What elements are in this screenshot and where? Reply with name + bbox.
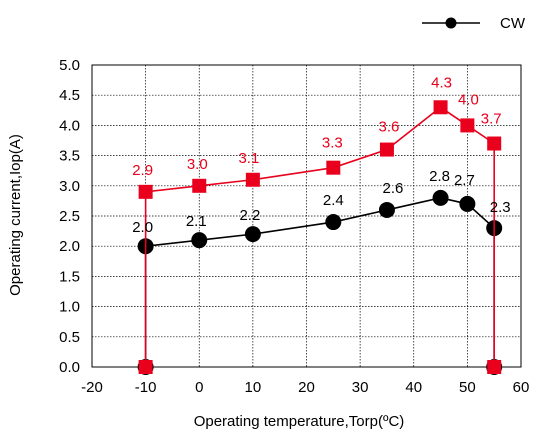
y-tick-label: 1.5 (59, 268, 80, 285)
y-tick-label: 3.0 (59, 178, 80, 195)
data-label: 3.3 (322, 135, 343, 152)
y-axis-ticks: 0.0 0.5 1.0 1.5 2.0 2.5 3.0 3.5 4.0 4.5 5.0 (59, 57, 80, 376)
data-label: 3.7 (481, 111, 502, 128)
data-point (487, 136, 502, 151)
data-point (245, 172, 260, 187)
x-axis-label: Operating temperature,Torp(ºC) (194, 413, 405, 430)
data-point (325, 214, 342, 231)
data-point (192, 178, 207, 193)
y-tick-label: 5.0 (59, 57, 80, 74)
plot-frame (91, 64, 522, 368)
data-point (326, 160, 341, 175)
data-point (433, 100, 448, 115)
data-label: 4.0 (458, 91, 479, 108)
series-group (137, 100, 503, 375)
data-label: 2.8 (429, 168, 450, 185)
data-labels: 2.0 2.1 2.2 2.4 2.6 2.8 2.7 2.3 2.9 3.0 3.1 3.3 3.6 4… (132, 74, 510, 236)
data-point (138, 184, 153, 199)
y-tick-label: 2.0 (59, 238, 80, 255)
x-tick-label: 20 (298, 379, 315, 396)
data-label: 2.1 (186, 213, 207, 230)
series-line-0 (144, 197, 495, 367)
y-tick-label: 3.5 (59, 148, 80, 165)
series-line-1 (144, 106, 495, 367)
data-label: 2.4 (323, 192, 344, 209)
y-tick-label: 0.5 (59, 329, 80, 346)
data-label: 2.0 (132, 219, 153, 236)
x-tick-label: 40 (405, 379, 422, 396)
y-axis-label: Operating current,Iop(A) (7, 134, 24, 296)
x-tick-label: 10 (245, 379, 262, 396)
x-tick-label: -20 (81, 379, 103, 396)
data-point (244, 226, 261, 243)
data-label: 3.6 (379, 119, 400, 136)
y-tick-label: 1.0 (59, 299, 80, 316)
legend: CW (422, 15, 526, 32)
x-tick-label: 60 (513, 379, 530, 396)
x-tick-label: 30 (352, 379, 369, 396)
grid-lines (92, 65, 521, 367)
x-tick-label: 0 (195, 379, 203, 396)
data-label: 2.6 (383, 180, 404, 197)
data-point (191, 232, 208, 249)
data-point (460, 118, 475, 133)
legend-marker-cw (445, 17, 457, 29)
data-label: 4.3 (431, 74, 452, 91)
y-tick-label: 4.5 (59, 87, 80, 104)
data-point (378, 201, 395, 218)
y-tick-label: 4.0 (59, 117, 80, 134)
data-label: 3.1 (238, 150, 259, 167)
data-label: 2.7 (454, 172, 475, 189)
data-label: 3.0 (187, 156, 208, 173)
data-label: 2.3 (490, 199, 511, 216)
y-tick-label: 0.0 (59, 359, 80, 376)
data-point (432, 189, 449, 206)
data-point (459, 195, 476, 212)
data-point (379, 142, 394, 157)
data-point (487, 360, 502, 374)
data-label: 2.2 (239, 207, 260, 224)
data-label: 2.9 (132, 162, 153, 179)
x-tick-label: 50 (459, 379, 476, 396)
legend-label-cw: CW (500, 15, 526, 32)
x-axis-ticks: -20 -10 0 10 20 30 40 50 60 (81, 379, 529, 396)
x-tick-label: -10 (135, 379, 157, 396)
y-tick-label: 2.5 (59, 208, 80, 225)
data-point (138, 360, 153, 374)
